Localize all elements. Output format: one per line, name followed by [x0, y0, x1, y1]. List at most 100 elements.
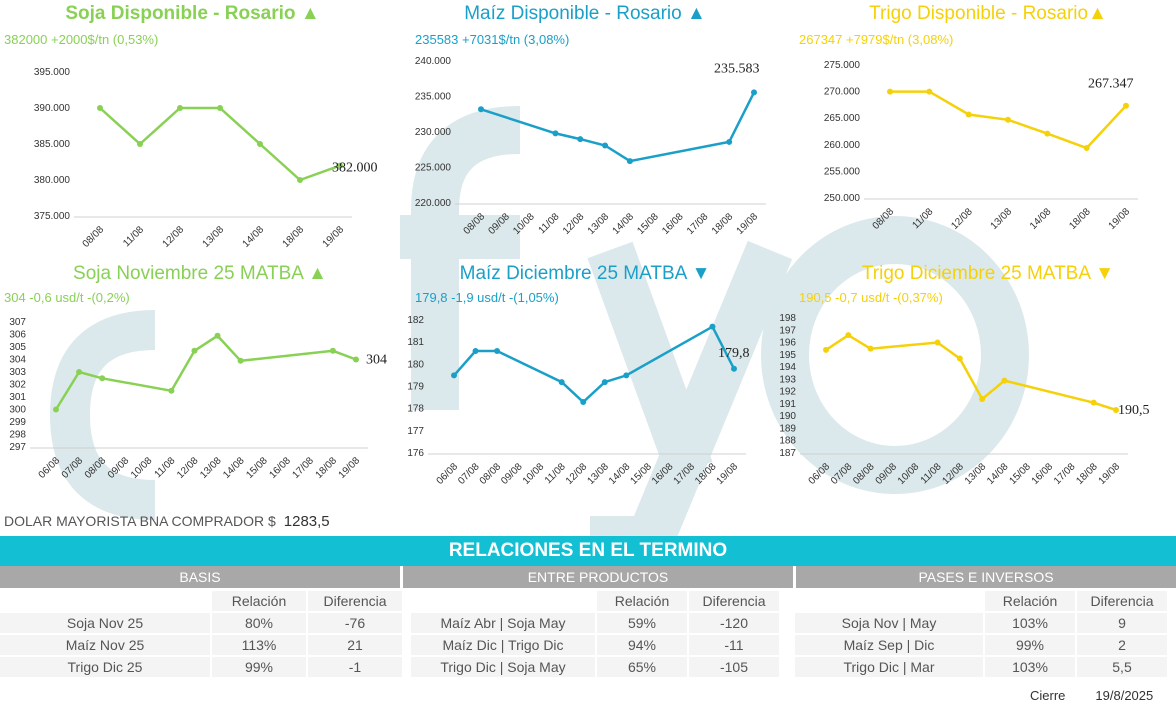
data-point [1001, 377, 1008, 384]
row-diferencia: 9 [1077, 613, 1167, 633]
row-diferencia: -120 [689, 613, 779, 633]
data-point [1005, 116, 1011, 123]
x-tick-label: 06/08 [435, 461, 461, 487]
x-tick-label: 18/08 [710, 211, 736, 237]
x-tick-label: 10/08 [521, 461, 547, 487]
x-tick-label: 09/08 [874, 461, 900, 487]
data-point [214, 332, 221, 339]
header-relacion: Relación [212, 591, 306, 611]
up-arrow-icon: ▲ [687, 3, 706, 24]
row-relacion: 103% [985, 657, 1075, 677]
section-entre-productos-title: ENTRE PRODUCTOS [403, 566, 793, 588]
x-tick-label: 10/08 [511, 211, 537, 237]
y-tick-label: 303 [9, 367, 26, 378]
x-tick-label: 15/08 [635, 211, 661, 237]
table-pases: Relación Diferencia Soja Nov | May 103% 9 … [793, 589, 1169, 679]
y-tick-label: 260.000 [824, 140, 861, 151]
panel-title: Soja Noviembre 25 MATBA ▲ [73, 263, 327, 284]
series-line [54, 334, 357, 411]
panel-trigo-fut: Trigo Diciembre 25 MATBA ▼ 190,5 -0,7 us… [780, 262, 1176, 512]
x-tick-label: 08/08 [871, 206, 897, 232]
table-row: Maíz Abr | Soja May 59% -120 [411, 613, 779, 633]
y-tick-label: 297 [9, 442, 26, 453]
row-name: Maíz Dic | Trigo Dic [411, 635, 595, 655]
x-tick-label: 13/08 [963, 461, 989, 487]
data-point [1044, 130, 1051, 137]
x-tick-label: 14/08 [221, 455, 247, 481]
table-entre-productos: Relación Diferencia Maíz Abr | Soja May 5… [409, 589, 781, 679]
y-tick-label: 305 [9, 342, 26, 353]
y-tick-label: 190 [779, 411, 796, 422]
row-relacion: 59% [597, 613, 687, 633]
x-tick-label: 09/08 [486, 211, 512, 237]
data-point [472, 348, 479, 355]
panel-title: Maíz Disponible - Rosario ▲ [464, 3, 706, 24]
y-tick-label: 385.000 [34, 139, 71, 150]
y-tick-label: 265.000 [824, 113, 861, 124]
x-tick-label: 11/08 [919, 461, 944, 486]
x-tick-label: 17/08 [672, 461, 698, 487]
x-tick-label: 19/08 [1107, 206, 1133, 232]
table-header: Relación Diferencia [795, 591, 1167, 611]
data-point [823, 346, 829, 353]
panel-soja-fut: Soja Noviembre 25 MATBA ▲ 304 -0,6 usd/t… [0, 262, 390, 512]
dolar-label: DOLAR MAYORISTA BNA COMPRADOR $ [4, 513, 276, 529]
y-tick-label: 375.000 [34, 211, 71, 222]
data-point [956, 355, 963, 362]
y-tick-label: 192 [779, 387, 796, 398]
data-point [297, 177, 303, 183]
x-tick-label: 14/08 [241, 224, 267, 250]
table-row: Soja Nov 25 80% -76 [0, 613, 402, 633]
data-point [168, 387, 175, 394]
chart-maiz-disponible: 220.000 225.000 230.000 235.000 240.000 08/08… [415, 56, 766, 237]
data-point [709, 323, 716, 330]
x-tick-label: 11/08 [121, 224, 146, 249]
x-tick-label: 06/08 [807, 461, 833, 487]
row-diferencia: -1 [308, 657, 402, 677]
y-tick-label: 182 [407, 315, 424, 326]
data-point [602, 142, 609, 149]
y-tick-label: 380.000 [34, 175, 71, 186]
y-tick-label: 275.000 [824, 60, 861, 71]
x-tick-label: 19/08 [321, 224, 347, 250]
panel-subtitle: 190,5 -0,7 usd/t -(0,37%) [799, 290, 943, 305]
x-tick-label: 06/08 [37, 455, 63, 481]
panel-soja-disp: Soja Disponible - Rosario ▲ 382000 +2000… [0, 0, 390, 262]
x-tick-label: 13/08 [585, 461, 611, 487]
data-point [53, 406, 59, 413]
data-point [965, 111, 972, 118]
y-tick-label: 302 [9, 380, 26, 391]
data-point [626, 158, 633, 165]
up-arrow-icon: ▲ [1088, 3, 1107, 24]
y-tick-label: 180 [407, 359, 424, 370]
header-blank [0, 591, 210, 611]
x-tick-label: 07/08 [456, 461, 482, 487]
cierre-date: 19/8/2025 [1095, 688, 1154, 703]
header-relacion: Relación [985, 591, 1075, 611]
x-tick-label: 15/08 [244, 455, 270, 481]
chart-trigo-disponible: 250.000 255.000 260.000 265.000 270.000 275.0… [824, 60, 1138, 232]
row-relacion: 99% [212, 657, 306, 677]
x-tick-label: 12/08 [161, 224, 187, 250]
y-tick-label: 198 [779, 313, 796, 324]
data-point [577, 136, 584, 143]
y-tick-label: 187 [779, 448, 796, 459]
header-blank [411, 591, 595, 611]
table-header: Relación Diferencia [0, 591, 402, 611]
row-diferencia: 5,5 [1077, 657, 1167, 677]
row-relacion: 94% [597, 635, 687, 655]
cierre-label: Cierre [1030, 688, 1066, 703]
y-tick-label: 304 [9, 355, 26, 366]
panel-subtitle: 235583 +7031$/tn (3,08%) [415, 32, 570, 47]
y-tick-label: 255.000 [824, 166, 861, 177]
row-name: Trigo Dic | Soja May [411, 657, 595, 677]
x-tick-label: 16/08 [660, 211, 686, 237]
y-tick-label: 220.000 [415, 198, 452, 209]
table-basis: Relación Diferencia Soja Nov 25 80% -76 Ma… [0, 589, 404, 679]
panel-title: Trigo Disponible - Rosario▲ [869, 3, 1107, 24]
data-point [451, 372, 457, 379]
up-arrow-icon: ▲ [300, 3, 320, 24]
table-row: Maíz Nov 25 113% 21 [0, 635, 402, 655]
series-line [453, 324, 736, 404]
data-point [845, 332, 852, 339]
